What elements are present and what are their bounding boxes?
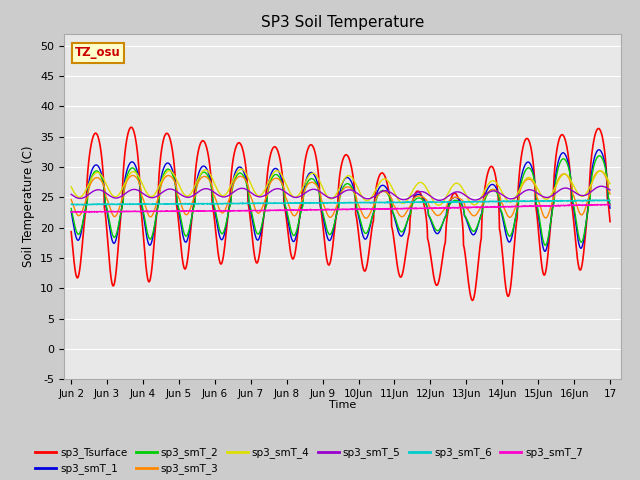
sp3_smT_2 bbox=[218, 230, 225, 236]
sp3_smT_1 bbox=[541, 249, 548, 254]
sp3_smT_2 bbox=[497, 207, 505, 213]
sp3_smT_5 bbox=[435, 197, 443, 203]
sp3_smT_7 bbox=[559, 203, 566, 208]
sp3_smT_5 bbox=[368, 195, 376, 201]
Line: sp3_smT_3: sp3_smT_3 bbox=[71, 171, 610, 218]
sp3_smT_3 bbox=[596, 168, 604, 174]
sp3_smT_1 bbox=[559, 150, 566, 156]
sp3_smT_1 bbox=[595, 147, 603, 153]
sp3_Tsurface bbox=[606, 219, 614, 225]
sp3_smT_3 bbox=[218, 210, 225, 216]
sp3_smT_5 bbox=[497, 191, 505, 197]
sp3_smT_6 bbox=[606, 198, 614, 204]
sp3_smT_4 bbox=[498, 188, 506, 194]
sp3_Tsurface bbox=[559, 132, 566, 138]
Title: SP3 Soil Temperature: SP3 Soil Temperature bbox=[260, 15, 424, 30]
sp3_smT_5 bbox=[606, 187, 614, 193]
Line: sp3_smT_6: sp3_smT_6 bbox=[71, 200, 610, 205]
sp3_smT_4 bbox=[356, 190, 364, 196]
sp3_Tsurface bbox=[574, 259, 582, 264]
sp3_smT_7 bbox=[218, 208, 225, 214]
sp3_smT_7 bbox=[67, 209, 75, 215]
sp3_smT_3 bbox=[67, 197, 75, 203]
sp3_smT_3 bbox=[606, 191, 614, 197]
sp3_smT_4 bbox=[368, 194, 376, 200]
sp3_smT_6 bbox=[218, 201, 225, 206]
sp3_Tsurface bbox=[468, 298, 476, 303]
Line: sp3_smT_1: sp3_smT_1 bbox=[71, 150, 610, 252]
sp3_smT_5 bbox=[559, 186, 566, 192]
sp3_smT_4 bbox=[67, 184, 75, 190]
sp3_smT_1 bbox=[606, 205, 614, 211]
sp3_Tsurface bbox=[498, 240, 506, 246]
sp3_Tsurface bbox=[127, 124, 135, 130]
sp3_smT_3 bbox=[362, 216, 370, 221]
sp3_smT_1 bbox=[573, 234, 581, 240]
sp3_smT_3 bbox=[497, 199, 505, 205]
sp3_smT_2 bbox=[595, 153, 603, 159]
Y-axis label: Soil Temperature (C): Soil Temperature (C) bbox=[22, 145, 35, 267]
Legend: sp3_Tsurface, sp3_smT_1, sp3_smT_2, sp3_smT_3, sp3_smT_4, sp3_smT_5, sp3_smT_6, : sp3_Tsurface, sp3_smT_1, sp3_smT_2, sp3_… bbox=[31, 443, 587, 479]
Text: TZ_osu: TZ_osu bbox=[75, 46, 121, 59]
sp3_smT_7 bbox=[91, 209, 99, 215]
sp3_smT_6 bbox=[497, 199, 505, 204]
sp3_smT_4 bbox=[574, 191, 582, 196]
sp3_smT_3 bbox=[356, 205, 364, 211]
sp3_smT_3 bbox=[559, 171, 566, 177]
sp3_smT_6 bbox=[582, 197, 589, 203]
Line: sp3_smT_5: sp3_smT_5 bbox=[71, 186, 610, 200]
sp3_smT_4 bbox=[218, 192, 225, 198]
sp3_smT_7 bbox=[573, 203, 581, 208]
sp3_smT_7 bbox=[368, 206, 376, 212]
sp3_Tsurface bbox=[67, 229, 75, 235]
sp3_Tsurface bbox=[218, 261, 225, 266]
sp3_smT_7 bbox=[497, 204, 505, 210]
sp3_smT_5 bbox=[67, 192, 75, 197]
sp3_smT_7 bbox=[604, 202, 612, 207]
sp3_smT_6 bbox=[573, 198, 581, 204]
sp3_smT_2 bbox=[541, 242, 549, 248]
Line: sp3_smT_4: sp3_smT_4 bbox=[71, 169, 610, 205]
sp3_smT_6 bbox=[72, 202, 80, 208]
sp3_smT_1 bbox=[368, 216, 376, 222]
sp3_smT_5 bbox=[573, 191, 581, 197]
sp3_smT_5 bbox=[356, 192, 364, 198]
sp3_smT_4 bbox=[606, 181, 614, 187]
sp3_smT_3 bbox=[368, 206, 376, 212]
sp3_smT_6 bbox=[368, 200, 376, 205]
sp3_smT_1 bbox=[497, 208, 505, 214]
Line: sp3_smT_2: sp3_smT_2 bbox=[71, 156, 610, 245]
sp3_smT_2 bbox=[573, 228, 581, 233]
sp3_smT_2 bbox=[559, 156, 566, 162]
Line: sp3_smT_7: sp3_smT_7 bbox=[71, 204, 610, 212]
sp3_smT_4 bbox=[559, 172, 566, 178]
sp3_smT_1 bbox=[67, 209, 75, 215]
X-axis label: Time: Time bbox=[329, 400, 356, 410]
sp3_smT_7 bbox=[606, 202, 614, 207]
sp3_smT_6 bbox=[559, 198, 566, 204]
sp3_Tsurface bbox=[356, 246, 364, 252]
sp3_smT_1 bbox=[218, 237, 225, 242]
sp3_smT_4 bbox=[237, 166, 245, 172]
Line: sp3_Tsurface: sp3_Tsurface bbox=[71, 127, 610, 300]
sp3_smT_2 bbox=[606, 202, 614, 207]
sp3_smT_2 bbox=[67, 206, 75, 212]
sp3_Tsurface bbox=[368, 226, 376, 231]
sp3_smT_2 bbox=[368, 216, 376, 222]
sp3_smT_6 bbox=[356, 200, 364, 205]
sp3_smT_6 bbox=[67, 202, 75, 207]
sp3_smT_2 bbox=[356, 216, 364, 222]
sp3_smT_7 bbox=[356, 206, 364, 212]
sp3_smT_4 bbox=[435, 203, 443, 208]
sp3_smT_5 bbox=[598, 183, 605, 189]
sp3_smT_1 bbox=[356, 220, 364, 226]
sp3_smT_5 bbox=[218, 194, 225, 200]
sp3_smT_3 bbox=[573, 205, 581, 211]
